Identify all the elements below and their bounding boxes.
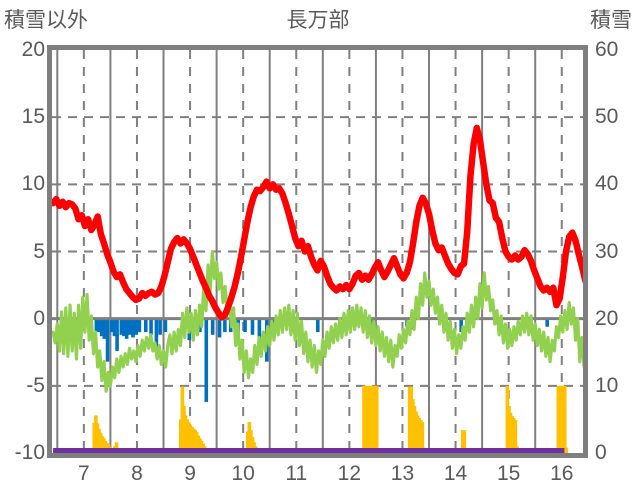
x-tick-label: 13: [390, 462, 415, 485]
x-tick-label: 9: [184, 462, 196, 485]
right-tick-label: 20: [595, 306, 619, 330]
left-tick-label: 20: [21, 38, 45, 61]
orange-bars-group: [92, 385, 569, 453]
right-axis-title: 積雪: [590, 9, 632, 32]
right-tick-label: 40: [595, 172, 619, 196]
plot-svg: [52, 50, 583, 453]
x-tick-label: 12: [337, 462, 362, 485]
left-tick-label: 0: [33, 306, 45, 330]
right-tick-label: 50: [595, 105, 619, 129]
x-tick-label: 8: [131, 462, 143, 485]
x-tick-label: 10: [231, 462, 255, 485]
right-tick-label: 0: [595, 441, 607, 464]
left-tick-label: -5: [26, 373, 45, 397]
right-tick-label: 10: [595, 373, 619, 397]
x-tick-label: 16: [550, 462, 574, 485]
chart-title: 長万部: [286, 9, 350, 32]
x-tick-label: 15: [496, 462, 521, 485]
left-axis-title: 積雪以外: [4, 9, 88, 32]
red-line-group: [52, 124, 583, 321]
left-tick-label: 15: [21, 105, 45, 129]
right-tick-label: 60: [595, 38, 619, 61]
plot-area: [47, 45, 588, 458]
green-line-group: [52, 249, 583, 393]
left-tick-label: 5: [33, 239, 45, 263]
x-tick-label: 7: [78, 462, 90, 485]
x-tick-label: 11: [285, 462, 308, 485]
left-tick-label: -10: [14, 441, 45, 464]
left-tick-label: 10: [21, 172, 45, 196]
x-tick-label: 14: [443, 462, 468, 485]
right-tick-label: 30: [595, 239, 619, 263]
